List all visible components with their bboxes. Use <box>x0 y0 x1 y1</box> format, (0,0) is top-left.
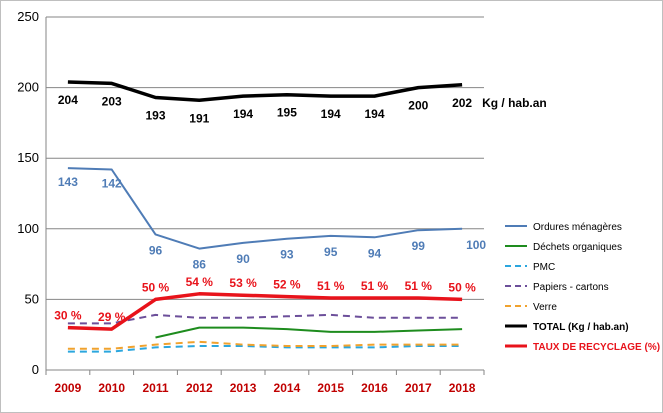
x-axis-ticks: 2009 2010 2011 2012 2013 2014 2015 2016 2017 2018 <box>45 370 485 395</box>
x-tick-label: 2012 <box>186 381 213 395</box>
data-label: 29 % <box>98 310 126 324</box>
x-tick-label: 2017 <box>405 381 432 395</box>
data-label: 204 <box>58 93 78 107</box>
x-tick-label: 2014 <box>274 381 301 395</box>
data-label: 193 <box>145 108 165 122</box>
data-label: 202 <box>452 96 472 110</box>
data-label: 93 <box>280 248 294 262</box>
legend-label: Papiers - cartons <box>533 282 609 293</box>
legend-label: PMC <box>533 262 555 273</box>
legend-label: TAUX DE RECYCLAGE (%) <box>533 342 660 353</box>
data-label: 99 <box>412 239 426 253</box>
y-tick-label: 100 <box>17 221 39 236</box>
y-axis-ticks: 0 50 100 150 200 250 <box>17 9 39 377</box>
series-line-total-kg-hab-an <box>67 80 463 103</box>
data-label: 52 % <box>273 278 301 292</box>
series-line-dechets-organiques <box>155 326 463 339</box>
data-label: 194 <box>321 107 341 121</box>
series-line-papiers-cartons <box>67 313 463 325</box>
data-label: 86 <box>193 258 207 272</box>
data-label: 90 <box>236 252 250 266</box>
data-label: 100 <box>466 238 486 252</box>
series-line-verre <box>67 340 463 350</box>
data-label: 142 <box>102 176 122 190</box>
y-tick-label: 150 <box>17 150 39 165</box>
data-label: 95 <box>324 245 338 259</box>
data-label: 54 % <box>186 275 214 289</box>
series-line-taux-de-recyclage <box>67 292 463 331</box>
y-tick-label: 200 <box>17 80 39 95</box>
legend: Ordures ménagères Déchets organiques PMC Pa… <box>505 222 660 353</box>
x-tick-label: 2016 <box>361 381 388 395</box>
data-label: 50 % <box>448 280 476 294</box>
series-line-pmc <box>67 345 463 353</box>
legend-label: Verre <box>533 302 557 313</box>
legend-label: Déchets organiques <box>533 242 622 253</box>
data-label: 94 <box>368 246 382 260</box>
y-tick-label: 50 <box>25 291 39 306</box>
data-label: 143 <box>58 175 78 189</box>
data-label: 194 <box>233 107 253 121</box>
x-tick-label: 2013 <box>230 381 257 395</box>
legend-label: TOTAL (Kg / hab.an) <box>533 322 629 333</box>
x-tick-label: 2010 <box>98 381 125 395</box>
data-label: 30 % <box>54 309 82 323</box>
data-labels: 143 142 96 86 90 93 95 94 99 100 204 203 193 191 194 19… <box>54 93 547 324</box>
data-label: 191 <box>189 111 209 125</box>
series-lines <box>67 80 463 353</box>
data-label: 51 % <box>361 279 389 293</box>
y-tick-label: 250 <box>17 9 39 24</box>
data-label: 203 <box>102 94 122 108</box>
data-label: 96 <box>149 243 163 257</box>
x-tick-label: 2018 <box>449 381 476 395</box>
total-unit-label: Kg / hab.an <box>482 96 547 110</box>
x-tick-label: 2009 <box>55 381 82 395</box>
data-label: 50 % <box>142 280 170 294</box>
x-tick-label: 2011 <box>142 381 168 395</box>
data-label: 51 % <box>317 279 345 293</box>
y-tick-label: 0 <box>32 362 39 377</box>
x-tick-label: 2015 <box>317 381 344 395</box>
gridlines <box>45 16 484 371</box>
series-line-ordures-menageres <box>67 167 463 250</box>
legend-label: Ordures ménagères <box>533 222 622 233</box>
data-label: 195 <box>277 106 297 120</box>
data-label: 194 <box>364 107 384 121</box>
data-label: 200 <box>408 99 428 113</box>
data-label: 51 % <box>405 279 433 293</box>
data-label: 53 % <box>229 276 257 290</box>
